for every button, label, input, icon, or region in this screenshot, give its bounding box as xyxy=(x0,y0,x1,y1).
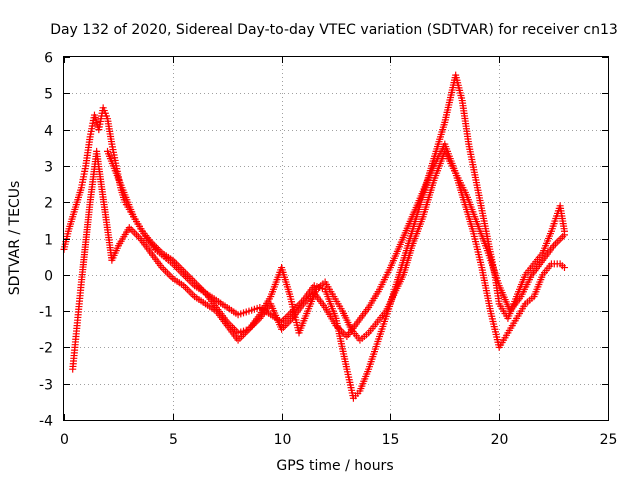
data-point-fill xyxy=(160,265,168,273)
data-point-fill xyxy=(189,276,197,284)
y-tick-label: -3 xyxy=(39,378,53,394)
data-point-fill xyxy=(281,322,289,330)
data-point-fill xyxy=(183,285,191,293)
data-point-fill xyxy=(171,258,179,266)
y-axis-label: SDTVAR / TECUs xyxy=(7,181,23,296)
data-point-fill xyxy=(553,238,561,246)
x-tick-label: 20 xyxy=(491,432,509,448)
plot-frame xyxy=(63,56,609,421)
x-tick-label: 5 xyxy=(169,432,178,448)
data-point-fill xyxy=(185,273,193,281)
data-point-fill xyxy=(167,273,175,281)
data-point-fill xyxy=(185,287,193,295)
series-track-c xyxy=(69,147,568,373)
data-marks xyxy=(60,71,568,402)
data-point-fill xyxy=(174,262,182,270)
data-point-fill xyxy=(285,318,293,326)
axis-ticks: 0 5 10 15 20 25 -4 -3 -2 -1 0 1 2 3 4 5 6 xyxy=(39,51,617,449)
data-point-fill xyxy=(162,267,170,275)
data-point-fill xyxy=(131,229,139,237)
data-point-fill xyxy=(551,240,559,248)
x-tick-label: 25 xyxy=(600,432,618,448)
data-point-fill xyxy=(187,289,195,297)
data-point-fill xyxy=(133,231,141,239)
y-tick-label: -4 xyxy=(39,414,53,430)
y-tick-label: 4 xyxy=(44,124,53,140)
series-track-b xyxy=(104,140,568,341)
data-point-fill xyxy=(178,265,186,273)
data-point-fill xyxy=(189,291,197,299)
data-point-fill xyxy=(555,236,563,244)
y-tick-label: 0 xyxy=(44,269,53,285)
data-point xyxy=(560,231,568,239)
data-point-fill xyxy=(176,264,184,272)
y-tick-label: -1 xyxy=(39,305,53,321)
y-tick-label: 5 xyxy=(44,87,53,103)
data-point-fill xyxy=(183,271,191,279)
data-point-fill xyxy=(238,333,246,341)
x-tick-label: 15 xyxy=(382,432,400,448)
data-point-fill xyxy=(129,227,137,235)
x-tick-label: 0 xyxy=(60,432,69,448)
data-point-fill xyxy=(334,323,342,331)
data-point xyxy=(560,264,568,272)
y-tick-label: 3 xyxy=(44,160,53,176)
y-tick-label: 2 xyxy=(44,196,53,212)
y-tick-label: 6 xyxy=(44,51,53,67)
data-point-fill xyxy=(283,313,291,321)
x-tick-label: 10 xyxy=(274,432,292,448)
data-point xyxy=(180,267,188,275)
y-tick-label: 1 xyxy=(44,233,53,249)
data-point-fill xyxy=(181,269,189,277)
y-tick-label: -2 xyxy=(39,341,53,357)
data-point-fill xyxy=(283,320,291,328)
chart-title: Day 132 of 2020, Sidereal Day-to-day VTE… xyxy=(50,22,618,38)
data-point-fill xyxy=(301,298,309,306)
data-point-fill xyxy=(243,327,251,335)
data-point-fill xyxy=(181,284,189,292)
x-axis-label: GPS time / hours xyxy=(276,458,393,474)
data-point-fill xyxy=(557,235,565,242)
data-point-fill xyxy=(165,271,173,279)
